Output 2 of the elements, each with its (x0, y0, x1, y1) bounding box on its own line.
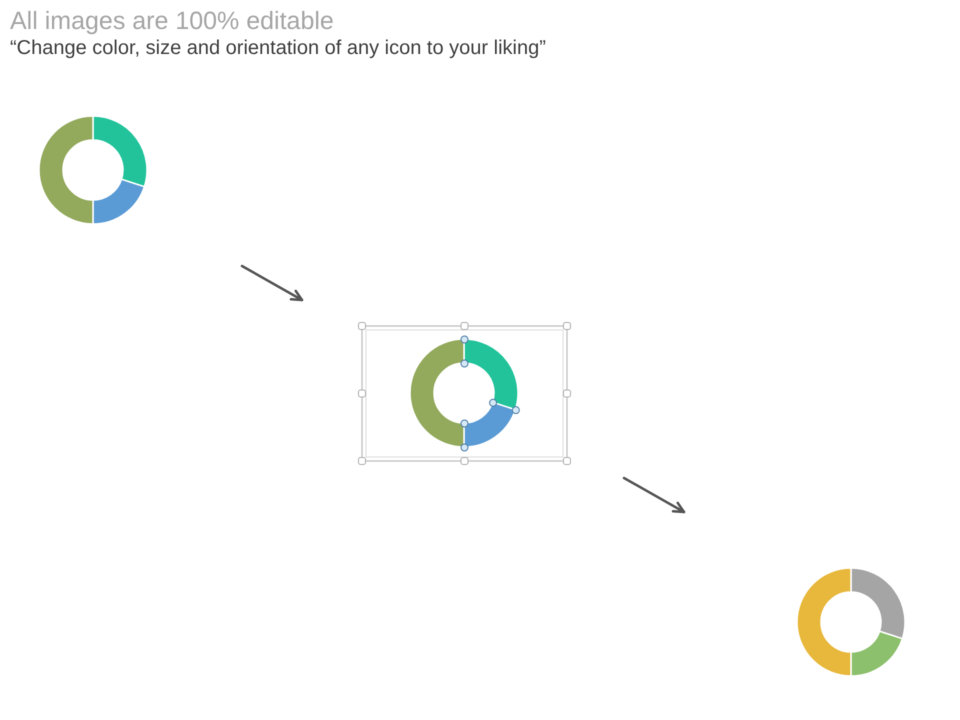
text: “Change color, size and orientation of any icon to your liking” (10, 36, 546, 60)
chart-title: All images are 100% editable (10, 6, 335, 36)
